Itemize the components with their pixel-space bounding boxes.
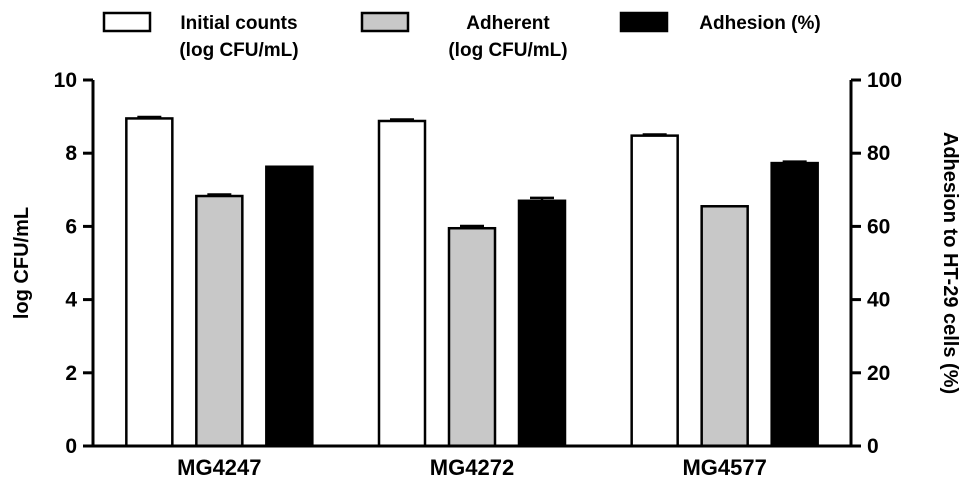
bar (702, 206, 748, 446)
left-tick-label: 2 (65, 362, 77, 385)
bar (772, 163, 818, 446)
category-labels: MG4247 MG4272 MG4577 (177, 455, 767, 480)
bar (379, 121, 425, 446)
right-tick-label: 100 (867, 69, 902, 92)
right-y-ticks: 0 20 40 60 80 100 (851, 69, 902, 458)
bar (519, 201, 565, 446)
left-tick-label: 6 (65, 215, 77, 238)
left-tick-label: 8 (65, 142, 77, 165)
right-tick-label: 20 (867, 362, 890, 385)
bar (126, 118, 172, 446)
left-axis-title: log CFU/mL (11, 207, 33, 319)
right-tick-label: 80 (867, 142, 890, 165)
legend-label: (log CFU/mL) (179, 40, 298, 61)
left-tick-label: 10 (54, 69, 77, 92)
category-label: MG4272 (430, 455, 514, 480)
legend: Initial counts (log CFU/mL) Adherent (log C… (104, 13, 821, 61)
right-tick-label: 0 (867, 435, 879, 458)
legend-swatch (104, 13, 150, 31)
right-axis-title: Adhesion to HT-29 cells (%) (939, 132, 961, 394)
legend-label: Adherent (466, 13, 550, 34)
left-tick-label: 4 (65, 289, 77, 312)
legend-label: Initial counts (180, 13, 297, 34)
left-y-ticks: 0 2 4 6 8 10 (54, 69, 93, 458)
right-tick-label: 40 (867, 289, 890, 312)
bar (449, 228, 495, 446)
bars-layer (126, 117, 817, 446)
legend-swatch (362, 13, 408, 31)
bar (196, 196, 242, 446)
category-label: MG4577 (682, 455, 766, 480)
legend-label: Adhesion (%) (699, 13, 820, 34)
left-tick-label: 0 (65, 435, 77, 458)
bar (632, 136, 678, 446)
legend-label: (log CFU/mL) (448, 40, 567, 61)
category-label: MG4247 (177, 455, 261, 480)
bar (266, 167, 312, 446)
legend-swatch (621, 13, 667, 31)
right-tick-label: 60 (867, 215, 890, 238)
